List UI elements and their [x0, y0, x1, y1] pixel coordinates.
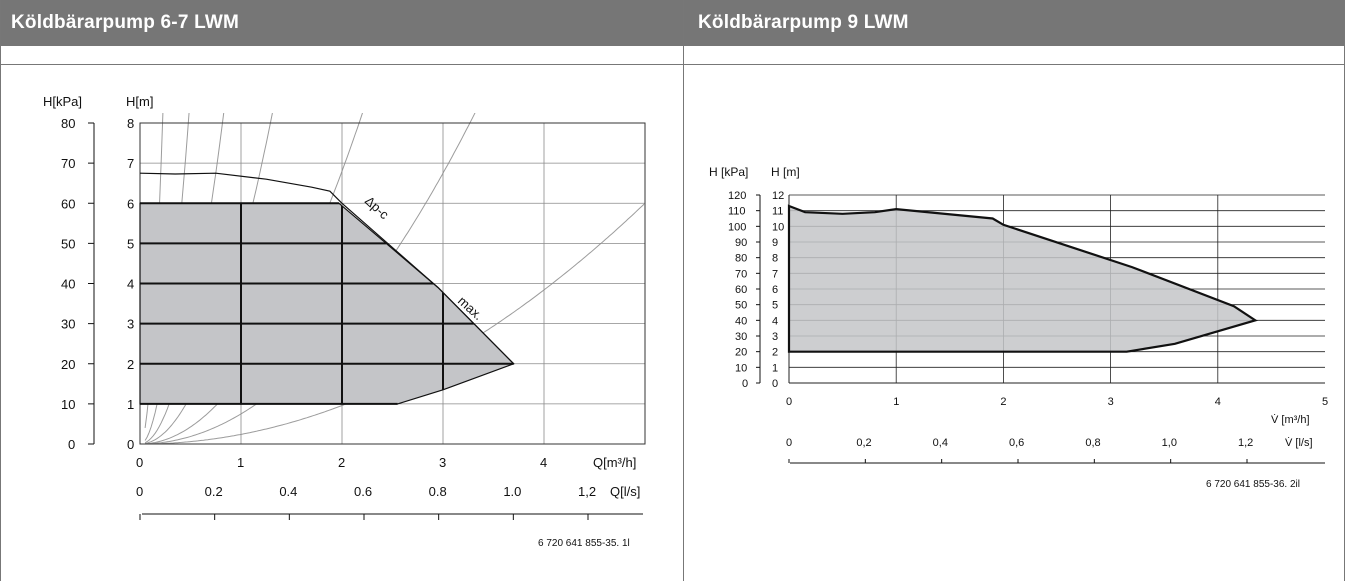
tick-label-m3h: 0	[136, 455, 143, 470]
tick-label-kpa: 100	[728, 221, 746, 233]
tick-label-kpa: 110	[728, 206, 746, 218]
tick-label-kpa: 70	[61, 156, 75, 171]
tick-label-ls: 1,2	[1238, 437, 1253, 449]
tick-label-kpa: 40	[735, 315, 747, 327]
tick-label-m: 4	[772, 315, 778, 327]
tick-label-ls: 0,4	[933, 437, 948, 449]
right-pump-chart: 0123456789101112010203040506070809010011…	[709, 165, 1328, 490]
tick-label-m: 6	[127, 196, 134, 211]
tick-label-m3h: 1	[893, 396, 899, 408]
tick-label-m: 11	[772, 206, 783, 218]
tick-label-kpa: 60	[735, 284, 747, 296]
right-operating-region	[787, 204, 1258, 353]
tick-label-kpa: 50	[61, 236, 75, 251]
right-figure-code: 6 720 641 855-36. 2il	[1206, 479, 1300, 490]
tick-label-kpa: 40	[61, 277, 75, 292]
tick-label-m: 12	[772, 190, 784, 202]
tick-label-m: 2	[772, 347, 778, 359]
tick-label-m: 2	[127, 357, 134, 372]
tick-label-m3h: 3	[439, 455, 446, 470]
tick-label-kpa: 90	[735, 237, 747, 249]
right-ylabel-kpa: H [kPa]	[709, 165, 748, 179]
tick-label-m3h: 4	[1215, 396, 1221, 408]
left-figure-code: 6 720 641 855-35. 1l	[538, 538, 630, 549]
tick-label-m3h: 2	[1000, 396, 1006, 408]
tick-label-kpa: 20	[61, 357, 75, 372]
tick-label-m3h: 1	[237, 455, 244, 470]
tick-label-kpa: 80	[61, 116, 75, 131]
tick-label-m: 7	[772, 268, 778, 280]
tick-label-kpa: 30	[61, 317, 75, 332]
left-label-dpc: Δp-c	[362, 193, 392, 222]
tick-label-ls: 0.6	[354, 484, 372, 499]
tick-label-m: 0	[772, 378, 778, 390]
tick-label-ls: 0,2	[856, 437, 871, 449]
tick-label-kpa: 50	[735, 300, 747, 312]
tick-label-m: 5	[127, 236, 134, 251]
tick-label-m3h: 5	[1322, 396, 1328, 408]
right-panel: Köldbärarpump 9 LWM 0 1 2 3 4 5 6 7 8 9 10 11 12 0 10 2…	[684, 0, 1345, 581]
left-xlabel-ls: Q[l/s]	[610, 484, 640, 499]
tick-label-m: 1	[127, 397, 134, 412]
left-panel: Köldbärarpump 6-7 LWM 0 1 2 3 4 5 6 7 8 0 10 20 30 40…	[0, 0, 684, 581]
right-panel-title: Köldbärarpump 9 LWM	[684, 0, 1344, 46]
tick-label-ls: 0,6	[1009, 437, 1024, 449]
tick-label-m: 10	[772, 221, 784, 233]
tick-label-ls: 0	[136, 484, 143, 499]
right-ylabel-m: H [m]	[771, 165, 800, 179]
tick-label-ls: 0.8	[429, 484, 447, 499]
left-operating-region	[139, 172, 515, 405]
tick-label-m: 4	[127, 277, 134, 292]
tick-label-ls: 1.0	[503, 484, 521, 499]
right-axes: 0123456789101112010203040506070809010011…	[728, 190, 1328, 464]
left-xlabel-m3h: Q[m³/h]	[593, 455, 636, 470]
tick-label-kpa: 120	[728, 190, 746, 202]
tick-label-kpa: 0	[68, 437, 75, 452]
tick-label-kpa: 70	[735, 268, 747, 280]
tick-label-m3h: 0	[786, 396, 792, 408]
operating-region	[787, 204, 1258, 353]
tick-label-kpa: 60	[61, 196, 75, 211]
tick-label-ls: 0.2	[205, 484, 223, 499]
tick-label-m: 3	[772, 331, 778, 343]
tick-label-kpa: 10	[735, 362, 747, 374]
tick-label-m: 0	[127, 437, 134, 452]
tick-label-m: 7	[127, 156, 134, 171]
left-header-divider	[1, 46, 683, 65]
tick-label-ls: 0.4	[279, 484, 297, 499]
tick-label-ls: 0,8	[1085, 437, 1100, 449]
right-header-divider	[684, 46, 1344, 65]
left-ylabel-m: H[m]	[126, 94, 153, 109]
left-ylabel-kpa: H[kPa]	[43, 94, 82, 109]
max-curve	[139, 172, 515, 365]
tick-label-m: 9	[772, 237, 778, 249]
tick-label-kpa: 30	[735, 331, 747, 343]
tick-label-m3h: 2	[338, 455, 345, 470]
tick-label-m: 6	[772, 284, 778, 296]
tick-label-ls: 0	[786, 437, 792, 449]
tick-label-m3h: 3	[1108, 396, 1114, 408]
tick-label-m3h: 4	[540, 455, 547, 470]
tick-label-m: 3	[127, 317, 134, 332]
right-xlabel-m3h: V̇ [m³/h]	[1271, 413, 1310, 426]
right-xlabel-ls: V̇ [l/s]	[1285, 436, 1313, 449]
left-panel-title: Köldbärarpump 6-7 LWM	[1, 0, 683, 46]
tick-label-m: 1	[772, 362, 778, 374]
tick-label-kpa: 0	[742, 378, 748, 390]
tick-label-kpa: 10	[61, 397, 75, 412]
tick-label-kpa: 20	[735, 347, 747, 359]
tick-label-ls: 1,2	[578, 484, 596, 499]
tick-label-ls: 1,0	[1162, 437, 1177, 449]
tick-label-m: 5	[772, 300, 778, 312]
tick-label-kpa: 80	[735, 253, 747, 265]
tick-label-m: 8	[772, 253, 778, 265]
tick-label-m: 8	[127, 116, 134, 131]
